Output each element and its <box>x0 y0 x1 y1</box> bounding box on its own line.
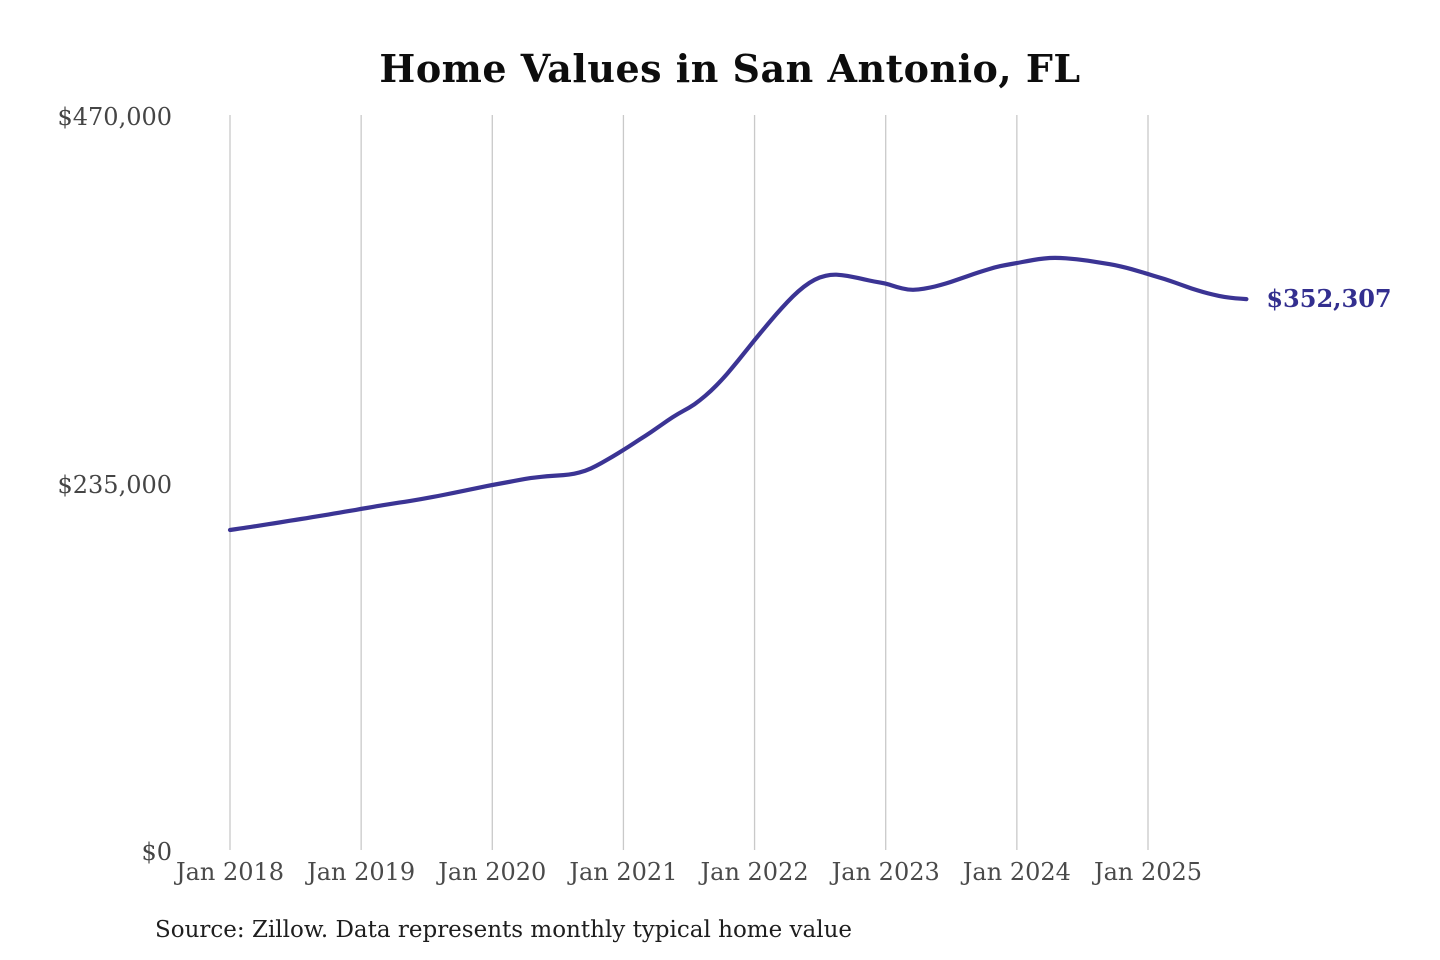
x-tick-label: Jan 2020 <box>438 858 547 886</box>
y-tick-label: $235,000 <box>57 470 172 499</box>
x-tick-label: Jan 2022 <box>700 858 809 886</box>
x-tick-label: Jan 2019 <box>307 858 416 886</box>
y-tick-label: $470,000 <box>57 103 172 131</box>
series-path <box>227 255 1249 533</box>
source-note: Source: Zillow. Data represents monthly … <box>155 917 853 943</box>
latest-value-label: $352,307 <box>1266 284 1392 314</box>
x-tick-label: Jan 2023 <box>831 858 940 886</box>
chart-title: Home Values in San Antonio, FL <box>379 46 1081 91</box>
x-tick-label: Jan 2021 <box>569 858 678 886</box>
y-tick-label: $0 <box>141 838 172 866</box>
x-tick-label: Jan 2024 <box>962 858 1071 886</box>
x-tick-label: Jan 2018 <box>175 858 285 886</box>
x-tick-label: Jan 2025 <box>1093 858 1203 886</box>
